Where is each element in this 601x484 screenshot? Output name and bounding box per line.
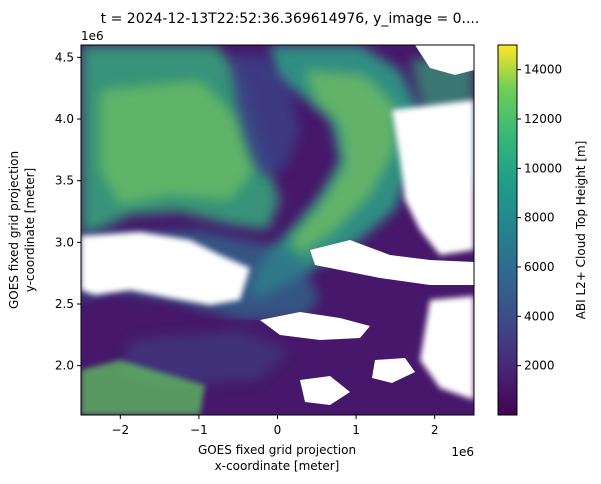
y-tick-label: 2.5 [55, 297, 74, 311]
colorbar-ticks: 2000 4000 6000 8000 10000 12000 14000 [517, 63, 562, 373]
colorbar-label: ABI L2+ Cloud Top Height [m] [574, 141, 588, 320]
y-tick-label: 3.0 [55, 235, 74, 249]
x-tick-label: 1 [352, 423, 360, 437]
x-axis: −2 −1 0 1 2 [111, 415, 439, 437]
chart-title: t = 2024-12-13T22:52:36.369614976, y_ima… [101, 11, 480, 27]
colorbar-tick-label: 4000 [524, 309, 555, 323]
x-tick-label: 0 [274, 423, 282, 437]
y-axis: 2.0 2.5 3.0 3.5 4.0 4.5 [55, 50, 81, 373]
x-axis-label-line2: x-coordinate [meter] [215, 459, 340, 473]
y-axis-label-line2: y-coordinate [meter] [23, 168, 37, 293]
x-tick-label: −1 [190, 423, 208, 437]
colorbar-tick-label: 6000 [524, 260, 555, 274]
colorbar [497, 44, 518, 416]
x-axis-label-line1: GOES fixed grid projection [198, 443, 356, 457]
no-data-regions [81, 45, 474, 405]
colorbar-tick-label: 2000 [524, 359, 555, 373]
x-tick-label: 2 [431, 423, 439, 437]
colorbar-tick-label: 10000 [524, 161, 562, 175]
y-tick-label: 4.5 [55, 50, 74, 64]
cloud-texture [81, 45, 474, 415]
x-tick-label: −2 [111, 423, 129, 437]
y-tick-label: 2.0 [55, 359, 74, 373]
y-axis-label-line1: GOES fixed grid projection [7, 151, 21, 309]
colorbar-tick-label: 12000 [524, 112, 562, 126]
colorbar-tick-label: 8000 [524, 211, 555, 225]
y-tick-label: 3.5 [55, 174, 74, 188]
x-offset-text: 1e6 [451, 445, 474, 459]
cloud-top-height-image [81, 45, 474, 415]
y-tick-label: 4.0 [55, 112, 74, 126]
colorbar-tick-label: 14000 [524, 63, 562, 77]
y-offset-text: 1e6 [81, 29, 104, 43]
